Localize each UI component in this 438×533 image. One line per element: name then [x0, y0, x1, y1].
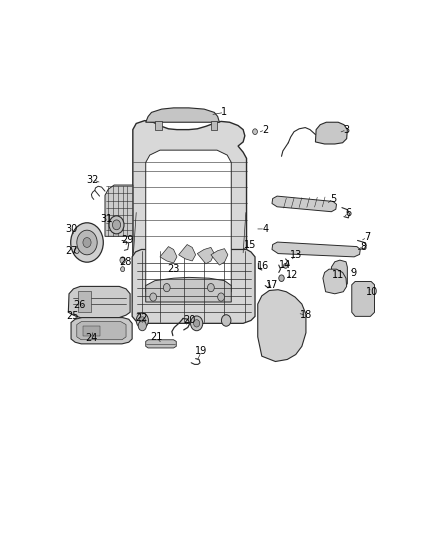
Circle shape — [136, 313, 148, 328]
Polygon shape — [315, 122, 347, 144]
Polygon shape — [272, 196, 336, 212]
Text: 8: 8 — [360, 241, 367, 252]
Text: 25: 25 — [66, 311, 79, 321]
Text: 14: 14 — [279, 260, 292, 270]
Text: 5: 5 — [330, 193, 336, 204]
Text: 31: 31 — [100, 214, 113, 224]
Polygon shape — [71, 318, 132, 344]
Polygon shape — [133, 120, 247, 302]
Circle shape — [138, 321, 146, 330]
Text: 1: 1 — [222, 107, 227, 117]
Polygon shape — [272, 242, 360, 257]
Polygon shape — [146, 150, 231, 292]
Circle shape — [191, 316, 203, 330]
Circle shape — [74, 248, 79, 254]
Text: 2: 2 — [262, 125, 268, 135]
Polygon shape — [323, 269, 346, 294]
Text: 27: 27 — [65, 246, 77, 256]
Circle shape — [71, 223, 103, 262]
Text: 15: 15 — [244, 240, 256, 251]
Circle shape — [208, 284, 214, 292]
Circle shape — [150, 293, 156, 301]
Polygon shape — [132, 249, 255, 324]
Circle shape — [109, 216, 124, 234]
Text: 26: 26 — [73, 300, 85, 310]
Circle shape — [83, 238, 91, 247]
Polygon shape — [258, 290, 306, 361]
Text: 7: 7 — [364, 232, 370, 242]
Polygon shape — [146, 108, 219, 122]
Polygon shape — [105, 185, 133, 236]
Text: 20: 20 — [184, 315, 196, 325]
Circle shape — [218, 293, 225, 301]
Text: 29: 29 — [121, 235, 134, 245]
Text: 22: 22 — [135, 313, 148, 324]
Text: 16: 16 — [257, 261, 269, 271]
Polygon shape — [146, 340, 176, 348]
Text: 19: 19 — [195, 346, 208, 356]
Circle shape — [253, 129, 258, 134]
Text: 4: 4 — [262, 224, 268, 234]
Text: 30: 30 — [65, 224, 77, 234]
Text: 32: 32 — [87, 175, 99, 185]
Text: 23: 23 — [167, 264, 180, 274]
Text: 24: 24 — [85, 333, 98, 343]
Text: 17: 17 — [266, 280, 278, 290]
Text: 10: 10 — [366, 287, 378, 297]
Polygon shape — [332, 260, 347, 290]
Circle shape — [279, 275, 284, 281]
Polygon shape — [211, 120, 217, 130]
Text: 11: 11 — [332, 270, 344, 280]
Polygon shape — [146, 277, 231, 302]
Bar — [78, 292, 92, 312]
Text: 21: 21 — [150, 332, 163, 342]
Text: 18: 18 — [300, 310, 312, 320]
Circle shape — [120, 257, 125, 263]
Text: 12: 12 — [286, 270, 299, 279]
Circle shape — [163, 284, 170, 292]
Polygon shape — [197, 247, 214, 264]
Text: 3: 3 — [344, 125, 350, 135]
Circle shape — [120, 266, 125, 272]
Text: 9: 9 — [350, 268, 357, 278]
Polygon shape — [77, 322, 126, 340]
Polygon shape — [160, 247, 177, 263]
Text: 28: 28 — [119, 257, 131, 267]
Polygon shape — [68, 286, 130, 318]
Polygon shape — [179, 245, 196, 261]
Polygon shape — [155, 120, 162, 130]
Circle shape — [77, 230, 97, 255]
Circle shape — [283, 263, 288, 268]
Bar — [83, 326, 99, 336]
Circle shape — [113, 220, 120, 230]
Circle shape — [139, 317, 145, 324]
Polygon shape — [211, 248, 228, 265]
Polygon shape — [352, 281, 374, 317]
Circle shape — [222, 314, 231, 326]
Text: 6: 6 — [345, 207, 351, 217]
Circle shape — [194, 320, 200, 327]
Text: 13: 13 — [290, 250, 302, 260]
